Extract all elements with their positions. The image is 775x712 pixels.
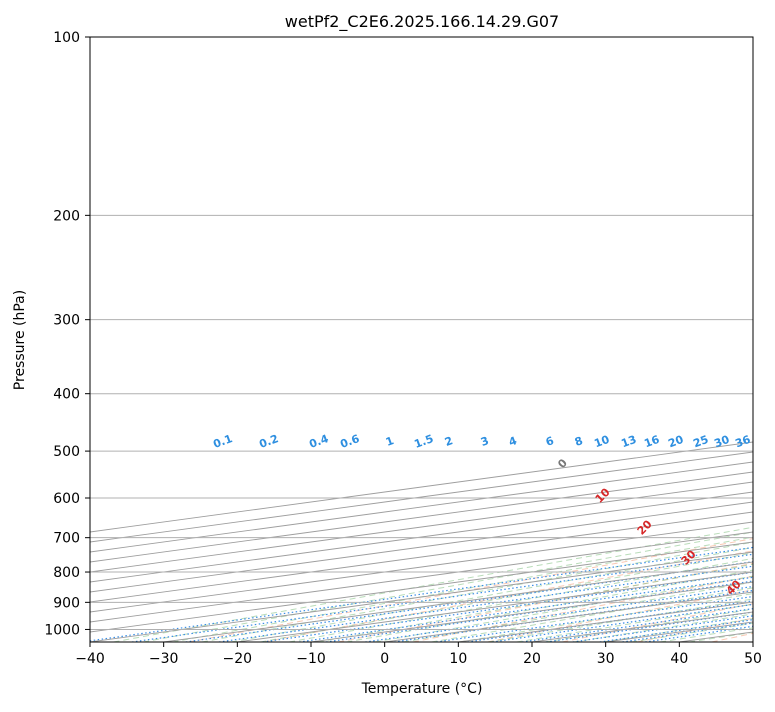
x-tick-label: 40 bbox=[670, 651, 688, 667]
y-tick-label: 100 bbox=[53, 30, 80, 46]
y-tick-label: 900 bbox=[53, 595, 80, 611]
x-tick-label: −20 bbox=[223, 651, 253, 667]
y-tick-label: 400 bbox=[53, 387, 80, 403]
x-tick-label: −30 bbox=[149, 651, 179, 667]
y-tick-label: 700 bbox=[53, 531, 80, 547]
y-tick-label: 600 bbox=[53, 491, 80, 507]
x-tick-label: 0 bbox=[380, 651, 389, 667]
y-tick-label: 200 bbox=[53, 208, 80, 224]
x-tick-label: 50 bbox=[744, 651, 762, 667]
x-tick-label: 20 bbox=[523, 651, 541, 667]
x-tick-label: −40 bbox=[75, 651, 105, 667]
y-tick-label: 300 bbox=[53, 313, 80, 329]
y-tick-label: 500 bbox=[53, 444, 80, 460]
x-tick-label: −10 bbox=[296, 651, 326, 667]
y-tick-label: 800 bbox=[53, 565, 80, 581]
y-tick-label: 1000 bbox=[44, 622, 80, 638]
chart-title: wetPf2_C2E6.2025.166.14.29.G07 bbox=[285, 12, 559, 32]
x-tick-label: 30 bbox=[597, 651, 615, 667]
x-tick-label: 10 bbox=[449, 651, 467, 667]
x-axis-label: Temperature (°C) bbox=[361, 681, 483, 697]
y-axis-label: Pressure (hPa) bbox=[12, 290, 28, 390]
